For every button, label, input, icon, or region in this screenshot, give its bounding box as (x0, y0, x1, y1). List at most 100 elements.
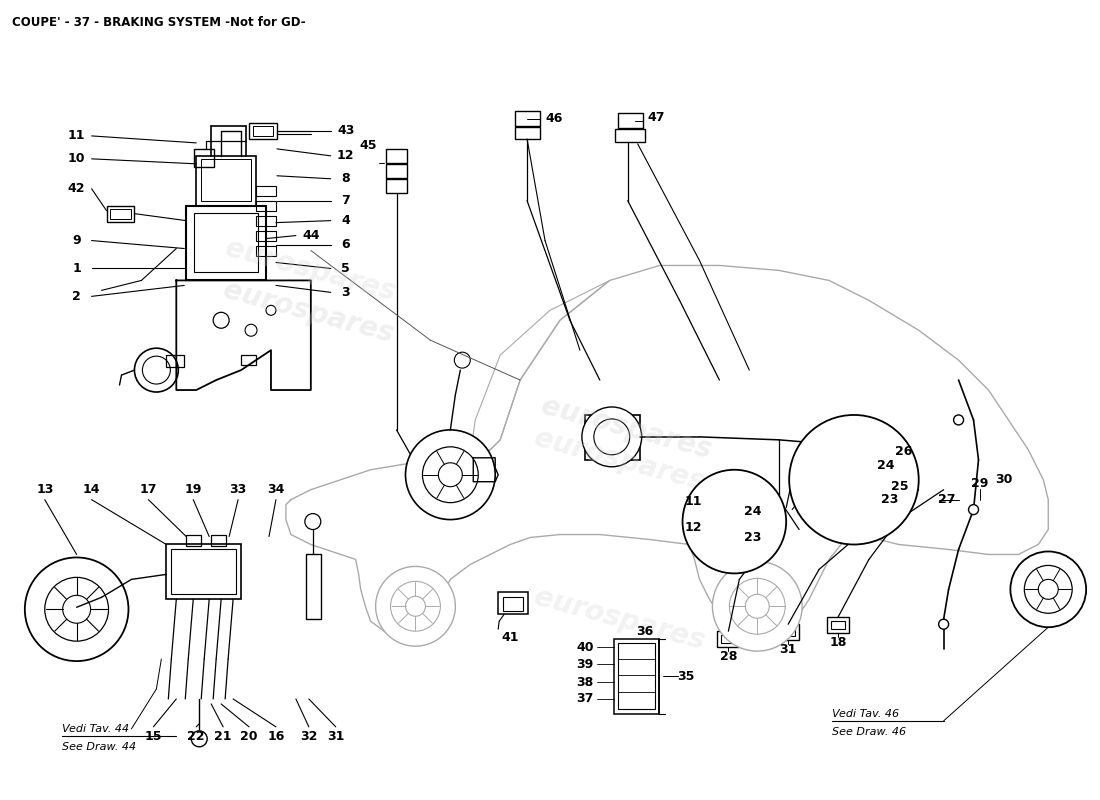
Text: 13: 13 (36, 483, 54, 496)
Text: 36: 36 (636, 625, 653, 638)
Text: eurospares: eurospares (531, 423, 708, 496)
Circle shape (968, 505, 979, 514)
Text: Vedi Tav. 44: Vedi Tav. 44 (62, 724, 129, 734)
Text: 28: 28 (719, 650, 737, 662)
Text: eurospares: eurospares (220, 276, 397, 349)
Bar (172, 550, 236, 594)
Bar (585, 415, 640, 460)
Text: 32: 32 (300, 730, 318, 743)
Text: 6: 6 (341, 238, 350, 251)
Text: 7: 7 (341, 194, 350, 207)
Bar (195, 149, 214, 167)
Text: eurospares: eurospares (538, 392, 715, 464)
Text: 2: 2 (73, 290, 81, 303)
Text: COUPE' - 37 - BRAKING SYSTEM -Not for GD-: COUPE' - 37 - BRAKING SYSTEM -Not for GD… (12, 16, 306, 30)
Text: See Draw. 46: See Draw. 46 (832, 727, 906, 737)
Bar (201, 159, 251, 201)
Text: 42: 42 (68, 182, 86, 195)
Bar (498, 592, 528, 614)
Bar (256, 186, 276, 196)
Text: 31: 31 (780, 642, 796, 656)
Text: 20: 20 (240, 730, 257, 743)
Bar (386, 149, 407, 163)
Text: 22: 22 (187, 730, 205, 743)
Bar (196, 156, 256, 206)
Text: 24: 24 (745, 505, 762, 518)
Text: 23: 23 (745, 531, 761, 544)
Text: 38: 38 (576, 675, 594, 689)
Bar (211, 534, 227, 546)
Text: 17: 17 (140, 483, 157, 496)
Bar (830, 622, 845, 630)
Text: 15: 15 (144, 730, 162, 743)
Text: 35: 35 (678, 670, 695, 682)
Bar (256, 246, 276, 255)
Bar (618, 113, 642, 128)
Text: 21: 21 (214, 730, 232, 743)
Text: 43: 43 (337, 125, 354, 138)
Circle shape (938, 619, 948, 630)
Text: 14: 14 (82, 483, 100, 496)
Bar (256, 201, 276, 210)
Text: See Draw. 44: See Draw. 44 (62, 742, 135, 752)
Text: 16: 16 (267, 730, 285, 743)
Circle shape (582, 407, 641, 466)
Bar (503, 598, 524, 611)
Text: 8: 8 (341, 172, 350, 186)
Text: 10: 10 (68, 152, 86, 166)
Bar (306, 554, 321, 619)
Text: eurospares: eurospares (222, 234, 399, 306)
Text: 40: 40 (576, 641, 594, 654)
Bar (241, 355, 256, 365)
Text: 29: 29 (971, 478, 988, 490)
Text: 18: 18 (829, 636, 847, 649)
Text: 33: 33 (230, 483, 246, 496)
Bar (781, 628, 795, 636)
Text: 24: 24 (877, 459, 894, 472)
Text: 25: 25 (891, 480, 909, 493)
Circle shape (954, 415, 964, 425)
Bar (827, 618, 849, 633)
Bar (256, 230, 276, 241)
Bar (614, 639, 659, 714)
Text: 12: 12 (337, 150, 354, 162)
Text: 11: 11 (685, 495, 703, 508)
Text: 12: 12 (685, 521, 703, 534)
Bar (253, 126, 273, 136)
Circle shape (305, 514, 321, 530)
Text: 5: 5 (341, 262, 350, 275)
Bar (166, 355, 185, 367)
Bar (515, 127, 540, 139)
Text: 39: 39 (576, 658, 594, 670)
Text: 11: 11 (68, 130, 86, 142)
Circle shape (406, 430, 495, 519)
Text: Vedi Tav. 46: Vedi Tav. 46 (832, 709, 899, 719)
Text: 19: 19 (185, 483, 202, 496)
Polygon shape (286, 266, 1048, 637)
Bar (110, 209, 132, 218)
Text: 26: 26 (894, 446, 912, 458)
Bar (515, 111, 540, 126)
Text: 44: 44 (302, 229, 320, 242)
Bar (722, 635, 736, 643)
Bar (386, 178, 407, 193)
Bar (195, 213, 258, 273)
Text: eurospares: eurospares (531, 583, 708, 655)
Text: 47: 47 (648, 111, 666, 125)
Bar (186, 534, 201, 546)
Text: 45: 45 (360, 139, 377, 152)
Text: 41: 41 (502, 630, 519, 644)
Circle shape (789, 415, 918, 545)
Bar (107, 206, 134, 222)
Circle shape (375, 566, 455, 646)
Text: 4: 4 (341, 214, 350, 227)
Text: 30: 30 (994, 474, 1012, 486)
Text: 46: 46 (544, 113, 562, 126)
Bar (778, 624, 799, 640)
Bar (590, 420, 635, 455)
Circle shape (1011, 551, 1086, 627)
Text: 9: 9 (73, 234, 81, 247)
Bar (618, 643, 654, 709)
Bar (249, 123, 277, 139)
Text: 3: 3 (341, 286, 350, 299)
